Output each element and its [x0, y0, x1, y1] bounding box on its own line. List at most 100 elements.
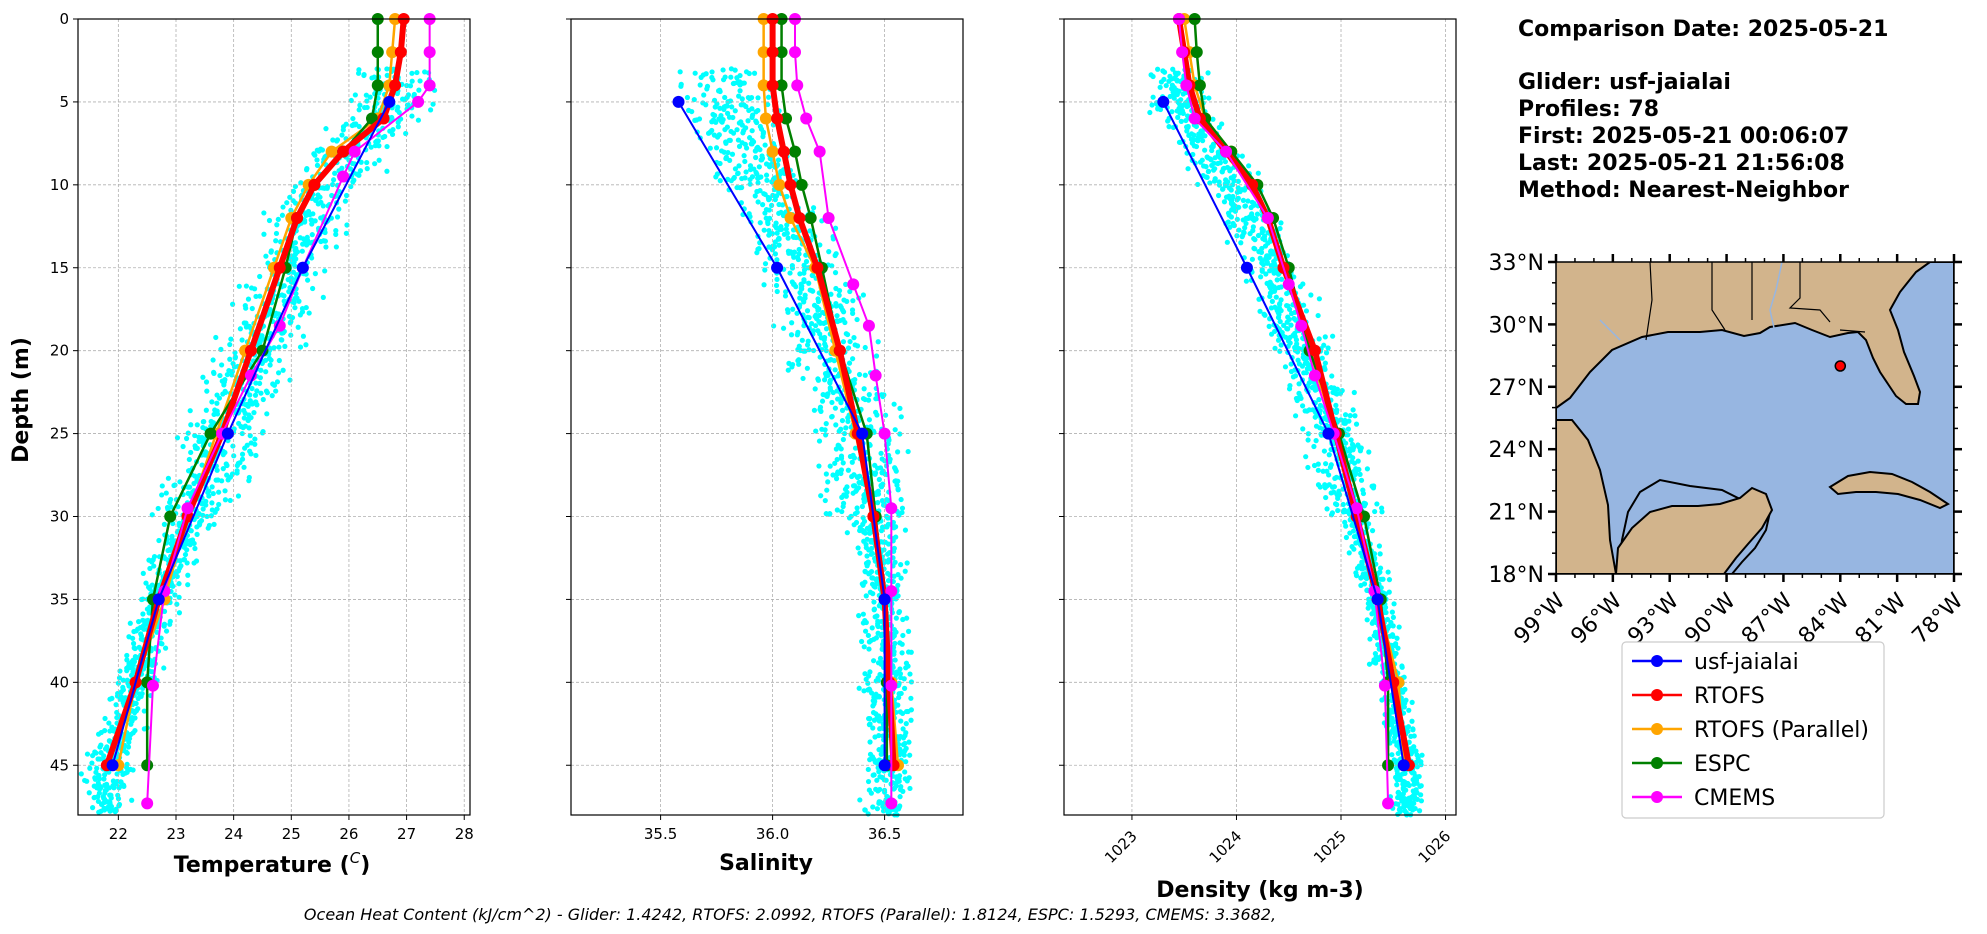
scatter-point — [707, 145, 713, 151]
scatter-point — [841, 297, 847, 303]
scatter-point — [895, 582, 901, 588]
scatter-point — [876, 769, 882, 775]
series-line-cmems — [1177, 18, 1390, 804]
series-point-rtofs — [777, 145, 790, 158]
scatter-point — [372, 161, 378, 167]
scatter-point — [407, 83, 414, 89]
scatter-point — [823, 432, 829, 438]
scatter-point — [864, 553, 870, 559]
scatter-point — [226, 368, 232, 374]
scatter-point — [729, 104, 735, 110]
scatter-point — [908, 707, 915, 713]
series-point-cmems — [1382, 797, 1395, 810]
scatter-point — [714, 171, 720, 177]
scatter-point — [219, 478, 225, 484]
scatter-point — [229, 471, 236, 477]
scatter-point — [1335, 494, 1341, 500]
scatter-point — [334, 214, 341, 220]
scatter-point — [369, 75, 375, 81]
lat-tick-label: 30°N — [1489, 313, 1544, 338]
scatter-point — [881, 804, 887, 810]
scatter-point — [908, 649, 914, 655]
scatter-point — [140, 570, 146, 576]
scatter-point — [1296, 381, 1302, 387]
scatter-point — [1169, 82, 1175, 88]
scatter-point — [177, 479, 183, 485]
scatter-point — [1290, 332, 1296, 338]
series-point-glider — [672, 95, 685, 108]
scatter-point — [859, 638, 865, 645]
scatter-point — [303, 304, 309, 311]
scatter-point — [357, 168, 364, 174]
scatter-point — [854, 505, 860, 511]
scatter-point — [1296, 390, 1302, 396]
scatter-point — [125, 744, 132, 750]
scatter-point — [1358, 477, 1365, 483]
scatter-point — [1288, 322, 1294, 328]
scatter-point — [840, 460, 846, 466]
scatter-point — [873, 353, 880, 359]
scatter-point — [1292, 373, 1299, 379]
scatter-point — [210, 357, 216, 363]
scatter-point — [707, 129, 713, 135]
scatter-point — [810, 205, 817, 211]
scatter-point — [908, 679, 915, 685]
series-point-glider — [106, 759, 119, 772]
scatter-point — [247, 392, 253, 398]
scatter-point — [290, 198, 296, 204]
scatter-point — [314, 162, 321, 168]
scatter-point — [752, 193, 758, 199]
scatter-point — [834, 456, 840, 463]
scatter-point — [243, 283, 250, 289]
series-point-rtofs — [337, 145, 350, 158]
scatter-point — [856, 485, 862, 491]
scatter-point — [203, 498, 209, 504]
scatter-point — [416, 87, 422, 93]
scatter-point — [187, 408, 193, 414]
scatter-point — [863, 676, 869, 682]
scatter-point — [268, 357, 274, 363]
scatter-point — [241, 415, 247, 421]
scatter-point — [789, 263, 795, 269]
scatter-point — [1371, 483, 1377, 489]
scatter-point — [1313, 438, 1319, 444]
scatter-point — [235, 493, 242, 499]
scatter-point — [678, 83, 684, 89]
scatter-point — [224, 371, 230, 378]
scatter-point — [698, 74, 704, 80]
scatter-point — [796, 343, 802, 349]
scatter-point — [118, 779, 124, 785]
scatter-point — [717, 88, 723, 95]
scatter-point — [897, 405, 903, 411]
scatter-point — [774, 257, 780, 263]
scatter-point — [194, 474, 200, 480]
scatter-point — [897, 431, 903, 437]
scatter-point — [104, 744, 110, 750]
series-point-glider — [1371, 593, 1384, 606]
scatter-point — [732, 108, 738, 114]
scatter-point — [795, 256, 801, 263]
scatter-point — [1351, 444, 1357, 450]
scatter-point — [1333, 409, 1340, 415]
rivers — [1599, 262, 1783, 341]
series-point-rtofs — [389, 79, 402, 92]
scatter-point — [1199, 157, 1205, 163]
series-point-rtofs_parallel — [757, 79, 770, 92]
scatter-point — [206, 493, 212, 499]
scatter-point — [900, 632, 906, 639]
scatter-point — [764, 177, 770, 183]
scatter-point — [868, 790, 874, 796]
scatter-point — [818, 493, 824, 499]
scatter-point — [92, 775, 98, 781]
scatter-point — [415, 117, 422, 123]
scatter-point — [303, 212, 309, 219]
scatter-point — [879, 747, 885, 753]
scatter-point — [1352, 413, 1358, 419]
scatter-point — [851, 335, 857, 341]
scatter-point — [1316, 397, 1322, 403]
scatter-point — [1284, 326, 1290, 332]
scatter-point — [1329, 373, 1335, 379]
scatter-point — [222, 377, 228, 383]
scatter-point — [1230, 220, 1236, 227]
scatter-point — [1219, 186, 1226, 192]
